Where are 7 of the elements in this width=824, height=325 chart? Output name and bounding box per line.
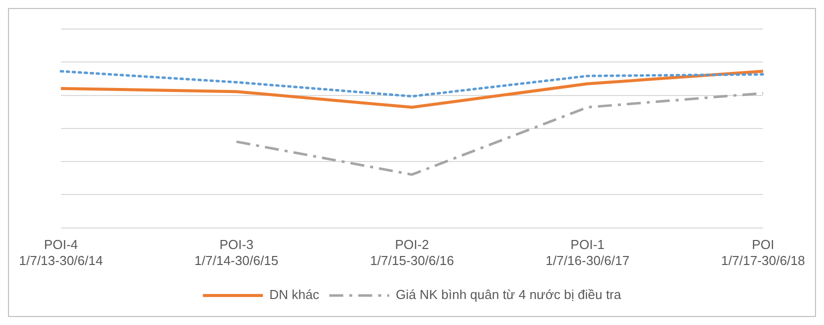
- legend-label: DN khác: [269, 287, 320, 302]
- x-tick-label: POI-4 1/7/13-30/6/14: [18, 237, 103, 268]
- legend-label: Giá NK bình quân từ 4 nước bị điều tra: [396, 287, 622, 302]
- x-tick-label: POI-3 1/7/14-30/6/15: [194, 237, 278, 268]
- x-tick-label: POI 1/7/17-30/6/18: [721, 237, 806, 268]
- x-tick-label: POI-1 1/7/16-30/6/17: [546, 237, 630, 268]
- x-tick-label: POI-2 1/7/15-30/6/16: [370, 237, 454, 268]
